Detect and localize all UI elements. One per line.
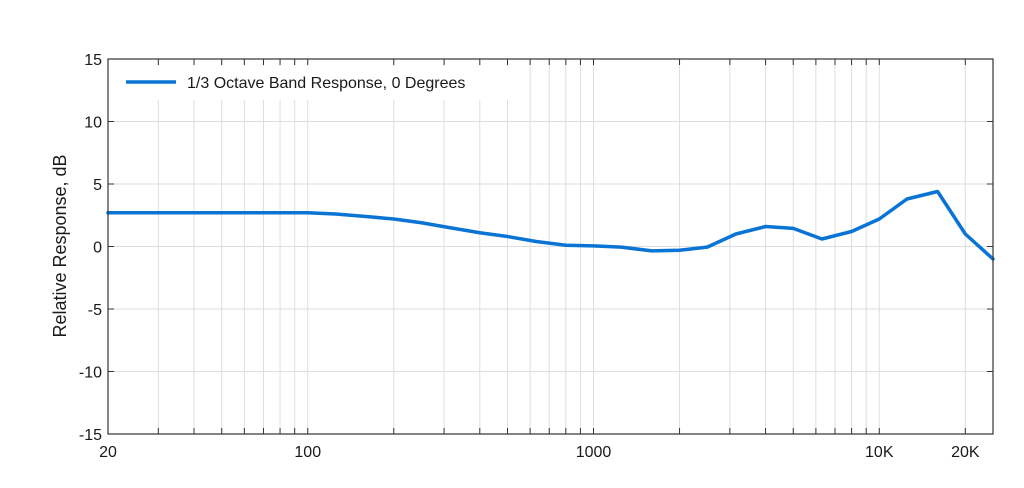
y-tick-label: 0 (93, 240, 102, 257)
legend-label: 1/3 Octave Band Response, 0 Degrees (187, 75, 465, 92)
x-tick-label: 10K (865, 444, 894, 461)
x-tick-label: 20K (951, 444, 980, 461)
y-tick-label: -10 (79, 365, 102, 382)
legend-box (116, 66, 516, 100)
grid-lines (108, 59, 993, 434)
y-tick-label: -5 (88, 302, 102, 319)
y-tick-labels: 15 10 5 0 -5 -10 -15 (79, 52, 102, 444)
series-line-0 (106, 189, 995, 261)
x-tick-label: 1000 (576, 444, 612, 461)
y-tick-label: 15 (84, 52, 102, 69)
y-axis-title: Relative Response, dB (50, 154, 70, 337)
legend: 1/3 Octave Band Response, 0 Degrees (116, 66, 516, 100)
y-tick-label: 5 (93, 177, 102, 194)
series-layer (106, 189, 995, 261)
plot-frame (107, 58, 994, 435)
x-tick-labels: 20 100 1000 10K 20K (99, 444, 980, 461)
x-tick-label: 100 (294, 444, 321, 461)
y-tick-label: 10 (84, 115, 102, 132)
x-tick-label: 20 (99, 444, 117, 461)
y-tick-label: -15 (79, 427, 102, 444)
